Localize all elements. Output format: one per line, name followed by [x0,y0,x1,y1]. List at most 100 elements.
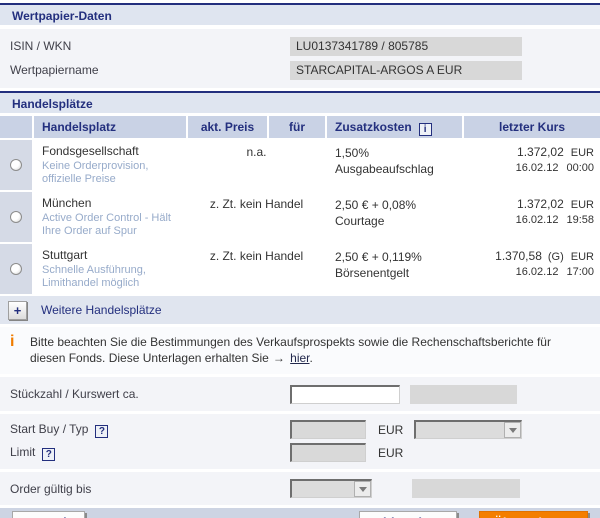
kurs-flag: (G) [547,251,564,263]
notice-body: Bitte beachten Sie die Bestimmungen des … [30,335,551,365]
radio-stuttgart[interactable] [10,263,22,275]
notice-period: . [309,351,313,365]
radio-cell [0,192,32,242]
expand-handelsplaetze-button[interactable]: + [8,300,27,320]
startbuy-input [290,420,366,439]
kosten-type: Ausgabeaufschlag [335,162,434,176]
hier-link[interactable]: hier [290,351,310,365]
desc-line2: offizielle Preise [42,173,116,185]
prospekt-notice: i Bitte beachten Sie die Bestimmungen de… [0,327,600,374]
startbuy-label: Start Buy / Typ? [0,422,290,438]
stueckzahl-input[interactable] [290,384,400,404]
desc-line2: Limithandel möglich [42,277,140,289]
col-letzter-kurs: letzter Kurs [464,116,600,138]
arrow-icon: → [272,351,285,365]
kurs-value: 1.372,02 [517,197,564,211]
kosten-value: 2,50 € + 0,119% [335,250,422,264]
wertpapier-daten-panel: ISIN / WKN LU0137341789 / 805785 Wertpap… [0,29,600,88]
zurueck-button[interactable]: Zurück [12,510,86,518]
kurswert-field [410,384,517,404]
startbuy-label-text: Start Buy / Typ [10,421,89,436]
kurs-date: 16.02.12 [515,266,559,278]
uebernehmen-button[interactable]: Übernehmen [478,510,588,518]
notice-text: Bitte beachten Sie die Bestimmungen des … [30,334,588,366]
handelsplatz-desc: Active Order Control - Hält Ihre Order a… [42,212,178,238]
stueckzahl-label: Stückzahl / Kurswert ca. [10,387,139,401]
kurs-datetime: 16.02.12 17:00 [470,266,594,278]
startbuy-help-icon[interactable]: ? [95,424,109,438]
kosten-value: 1,50% [335,146,370,160]
kosten-type: Courtage [335,214,385,228]
order-valid-select [290,479,372,498]
radio-cell [0,244,32,294]
order-valid-select-arrow [354,481,371,497]
desc-line1: Active Order Control - Hält [42,212,171,224]
handelsplaetze-title: Handelsplätze [12,97,93,111]
zusatzkosten-cell: 2,50 € + 0,119% Börsenentgelt [327,244,462,294]
weitere-handelsplaetze-label: Weitere Handelsplätze [41,303,162,317]
radio-column-header [0,116,32,138]
limit-currency: EUR [378,445,404,460]
desc-line1: Schnelle Ausführung, [42,264,146,276]
handelsplatz-cell: Fondsgesellschaft Keine Orderprovision, … [34,140,186,190]
handelsplatz-cell: Stuttgart Schnelle Ausführung, Limithand… [34,244,186,294]
kurs-line: 1.372,02 EUR [470,145,594,159]
radio-fondsgesellschaft[interactable] [10,159,22,171]
kurs-currency: EUR [570,251,594,263]
kurs-datetime: 16.02.12 00:00 [470,162,594,174]
handelsplatz-desc: Schnelle Ausführung, Limithandel möglich [42,264,178,290]
letzter-kurs-cell: 1.372,02 EUR 16.02.12 00:00 [464,140,600,190]
zusatzkosten-cell: 1,50% Ausgabeaufschlag [327,140,462,190]
kurs-time: 19:58 [566,214,594,226]
akt-preis-cell: z. Zt. kein Handel [188,244,325,294]
kurs-time: 00:00 [566,162,594,174]
wertpapier-daten-header: Wertpapier-Daten [0,3,600,25]
radio-muenchen[interactable] [10,211,22,223]
kurs-line: 1.370,58 (G) EUR [470,249,594,263]
limit-input [290,443,366,462]
order-valid-row: Order gültig bis [0,472,600,505]
wertpapier-daten-title: Wertpapier-Daten [12,9,112,23]
footer-bar: Zurück Abbrechen Übernehmen [0,508,600,518]
zusatzkosten-cell: 2,50 € + 0,08% Courtage [327,192,462,242]
handelsplatz-name: Stuttgart [42,248,88,262]
zusatzkosten-info-icon[interactable]: i [418,123,432,136]
kurs-datetime: 16.02.12 19:58 [470,214,594,226]
handelsplatz-name: Fondsgesellschaft [42,144,139,158]
kurs-time: 17:00 [566,266,594,278]
chevron-down-icon [508,427,517,433]
radio-cell [0,140,32,190]
table-row-muenchen: München Active Order Control - Hält Ihre… [0,192,600,242]
kurs-currency: EUR [570,199,594,211]
col-zusatzkosten: Zusatzkosten i [327,116,462,138]
info-icon: i [10,333,15,350]
abbrechen-button[interactable]: Abbrechen [358,510,457,518]
col-handelsplatz: Handelsplatz [34,116,186,138]
kurs-line: 1.372,02 EUR [470,197,594,211]
limit-row: Limit? EUR [0,441,600,464]
handelsplatz-desc: Keine Orderprovision, offizielle Preise [42,160,178,186]
order-valid-label: Order gültig bis [10,481,92,496]
kurs-value: 1.372,02 [517,145,564,159]
limit-help-icon[interactable]: ? [42,447,56,461]
order-valid-date-field [412,479,520,498]
startbuy-row: Start Buy / Typ? EUR [0,418,600,441]
typ-select [414,420,522,439]
desc-line2: Ihre Order auf Spur [42,225,137,237]
isin-wkn-label: ISIN / WKN [10,39,72,53]
handelsplaetze-header: Handelsplätze [0,91,600,113]
weitere-handelsplaetze-row: + Weitere Handelsplätze [0,296,600,324]
kurs-value: 1.370,58 [495,249,542,263]
startbuy-currency: EUR [378,422,404,437]
col-akt-preis: akt. Preis [188,116,267,138]
kurs-currency: EUR [570,147,594,159]
isin-wkn-row: ISIN / WKN LU0137341789 / 805785 [0,34,600,58]
handelsplatz-cell: München Active Order Control - Hält Ihre… [34,192,186,242]
isin-wkn-value: LU0137341789 / 805785 [290,36,522,56]
limit-label-text: Limit [10,444,36,459]
col-zusatzkosten-label: Zusatzkosten [335,120,412,134]
akt-preis-cell: z. Zt. kein Handel [188,192,325,242]
handelsplatz-name: München [42,196,92,210]
akt-preis-cell: n.a. [188,140,325,190]
